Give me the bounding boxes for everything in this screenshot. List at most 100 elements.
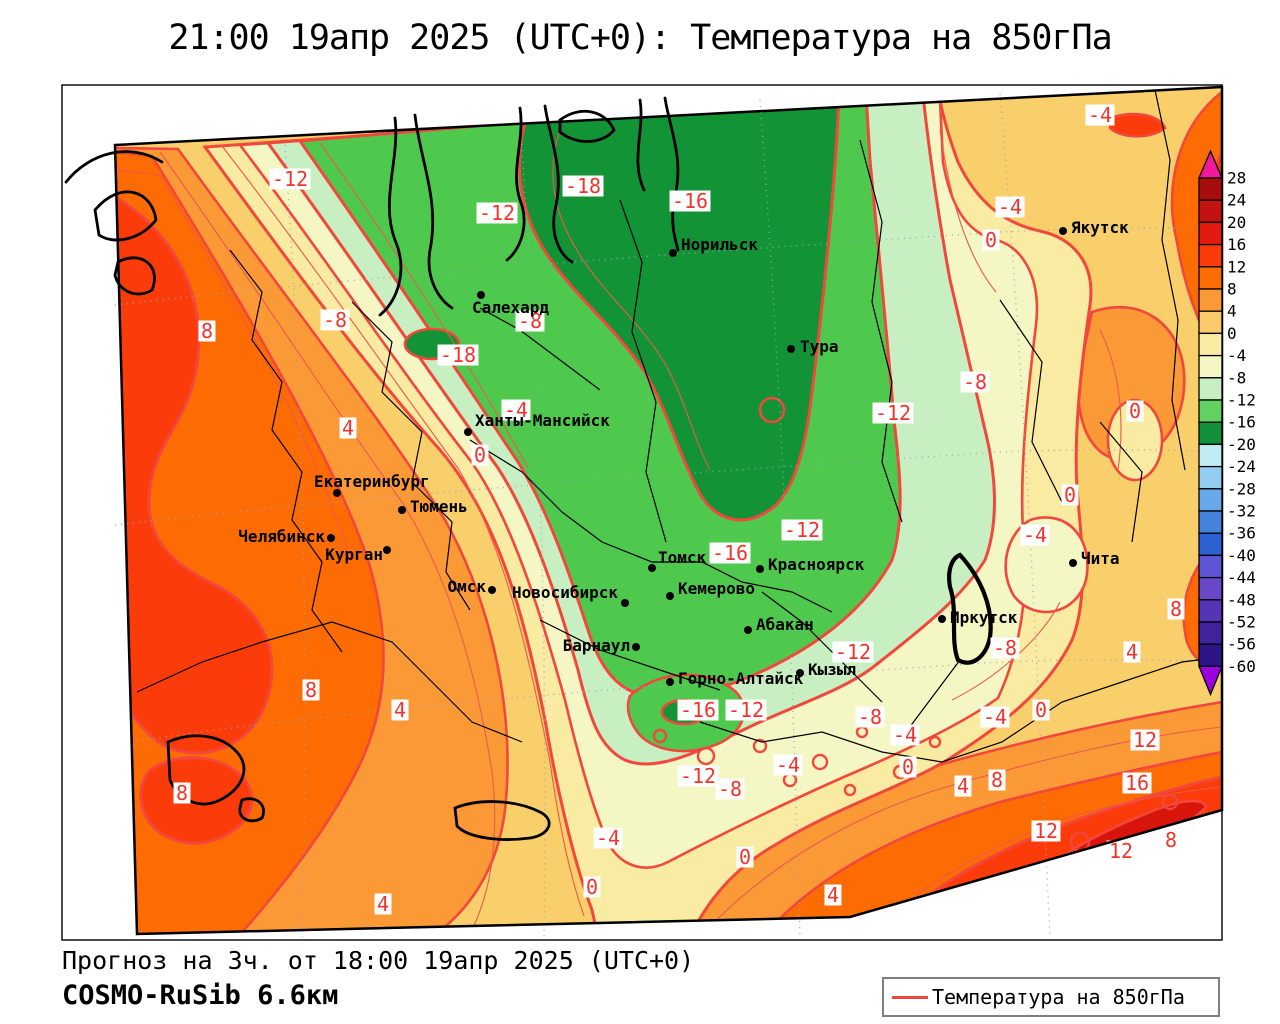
colorbar-box — [1198, 199, 1223, 224]
contour-label-box — [302, 679, 320, 701]
city-label: Кемерово — [678, 579, 755, 598]
contour-label-box — [515, 310, 545, 332]
contour-label: -12 — [680, 764, 716, 788]
city-dot — [477, 291, 485, 299]
contour-label: -4 — [1088, 103, 1112, 127]
city-dot — [383, 546, 391, 554]
city-dot — [632, 643, 640, 651]
temperature-field-layer — [115, 87, 1222, 934]
city-dot — [669, 249, 677, 257]
admin-border — [619, 199, 667, 543]
admin-border — [229, 249, 343, 653]
contour-label: 0 — [1129, 399, 1141, 423]
graticule-line — [129, 659, 1222, 743]
state-border-east — [1154, 89, 1186, 471]
colorbar-tick: -36 — [1227, 524, 1256, 543]
contour-label: -4 — [504, 398, 528, 422]
coastline-taz-gulf — [543, 104, 574, 264]
thin-contour — [552, 129, 711, 471]
city-label: Томск — [658, 548, 707, 567]
forecast-caption: Прогноз на 3ч. от 18:00 19апр 2025 (UTC+… — [62, 946, 695, 975]
city-dot — [666, 592, 674, 600]
contour-label-box — [1061, 484, 1079, 506]
admin-border — [1099, 421, 1143, 543]
colorbar-tick: -56 — [1227, 635, 1256, 654]
contour-label-box — [198, 320, 216, 342]
contour-label-box — [1130, 729, 1160, 751]
legend-box: Температура на 850гПа — [882, 977, 1220, 1017]
colorbar-box — [1198, 354, 1223, 379]
colorbar-box — [1198, 532, 1223, 557]
city-label: Ханты-Мансийск — [475, 411, 610, 430]
contour-label-box — [1020, 524, 1050, 546]
contour-label-box — [995, 196, 1025, 218]
contour-label: 4 — [377, 892, 389, 916]
contour-label: -4 — [893, 723, 917, 747]
contour-label: -12 — [835, 640, 871, 664]
contour-label: 0 — [586, 875, 598, 899]
colorbar: 28 24 20 16 12 8 4 0 -4 -8 -12 -16 -20 -24 -28 -32 -36 -4… — [1198, 149, 1256, 697]
contour-label-box — [583, 876, 601, 898]
coastline-ob-gulf — [413, 113, 454, 310]
colorbar-tick: -40 — [1227, 546, 1256, 565]
contour-label-box — [736, 846, 754, 868]
colorbar-tick: 28 — [1227, 169, 1246, 188]
contour-label-box — [709, 542, 751, 564]
city-dot — [1059, 227, 1067, 235]
band-west-12-core2 — [139, 756, 254, 845]
contour-label: 0 — [985, 228, 997, 252]
contour-label-box — [677, 699, 719, 721]
contour-label: -4 — [1023, 523, 1047, 547]
city-dot — [787, 345, 795, 353]
colorbar-tick: 8 — [1227, 280, 1237, 299]
contour-label-box — [890, 724, 920, 746]
city-label: Челябинск — [238, 527, 325, 546]
contour-label: -18 — [440, 343, 476, 367]
city-label: Барнаул — [563, 636, 630, 655]
city-label: Иркутск — [950, 608, 1018, 627]
contour-label: 8 — [1165, 828, 1177, 852]
contour-label: -18 — [565, 174, 601, 198]
city-label: Чита — [1081, 549, 1120, 568]
contour-label: 8 — [1170, 597, 1182, 621]
contour-ring — [652, 728, 668, 744]
contour-label: 8 — [201, 319, 213, 343]
colorbar-box — [1198, 332, 1223, 357]
contour-label-box — [339, 417, 357, 439]
cities-layer: Норильск Салехард Ханты-Мансийск Тура Якутск… — [238, 218, 1129, 688]
city-label: Салехард — [472, 298, 549, 317]
colorbar-box — [1198, 243, 1223, 268]
lake-baikal — [947, 552, 993, 665]
admin-border — [469, 439, 833, 613]
city-label: Тюмень — [410, 497, 468, 516]
contour-label-box — [1122, 772, 1152, 794]
contour-label-box — [173, 782, 191, 804]
contour-label-box — [320, 309, 350, 331]
city-label: Кызыл — [808, 660, 856, 679]
coastline-taz-gulf — [505, 106, 526, 262]
contour-label: -8 — [858, 705, 882, 729]
contour-label-box — [1085, 104, 1115, 126]
contour-ring — [696, 746, 716, 766]
colorbar-box — [1198, 177, 1223, 201]
contour-label-box — [988, 769, 1006, 791]
colorbar-tick: 4 — [1227, 302, 1237, 321]
contour-label: 8 — [176, 781, 188, 805]
colorbar-box — [1198, 377, 1223, 401]
city-dot — [796, 669, 804, 677]
contour-label-box — [872, 402, 914, 424]
city-dot — [744, 626, 752, 634]
city-dot — [464, 428, 472, 436]
contour-label: -12 — [784, 518, 820, 542]
contour-label: -4 — [776, 753, 800, 777]
contour-label: 0 — [902, 755, 914, 779]
contour-label: 8 — [991, 768, 1003, 792]
colorbar-tick: 16 — [1227, 235, 1246, 254]
coastline-west — [64, 150, 164, 184]
contour-label-box — [982, 229, 1000, 251]
contour-label-box — [954, 775, 972, 797]
contour-label: -8 — [323, 308, 347, 332]
thin-contour — [319, 142, 529, 469]
legend-label: Температура на 850гПа — [932, 985, 1185, 1009]
pocket-center-dark — [758, 396, 786, 424]
